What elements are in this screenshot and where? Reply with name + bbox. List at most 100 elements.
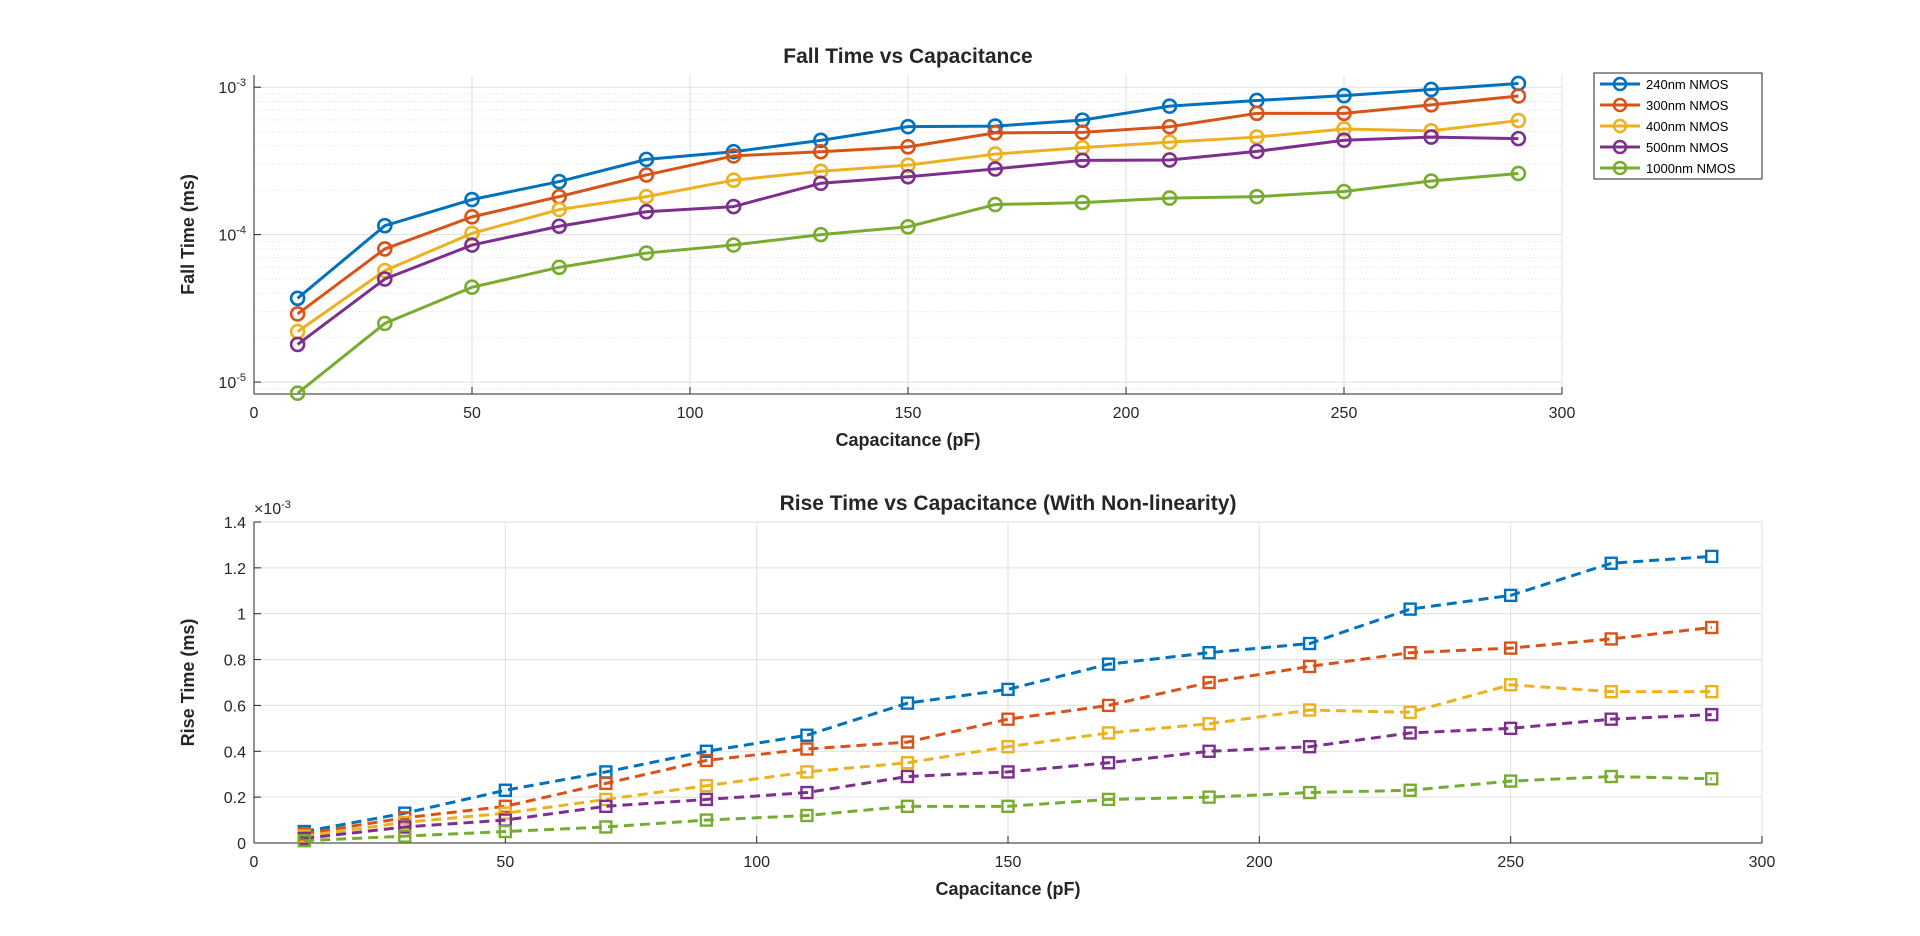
data-point (1249, 105, 1265, 122)
data-point (1423, 173, 1439, 189)
data-point (1101, 726, 1116, 740)
data-point (289, 290, 306, 307)
exponent-base: ×10 (254, 501, 281, 518)
x-tick-label: 0 (250, 854, 259, 871)
series-2 (289, 112, 1527, 340)
data-point (987, 146, 1004, 162)
legend-entry-label: 1000nm NMOS (1646, 161, 1736, 176)
data-point (1403, 602, 1417, 616)
y-tick-label: 10-3 (218, 77, 246, 97)
data-point (638, 245, 655, 261)
x-tick-label: 50 (496, 854, 514, 871)
x-tick-label: 300 (1549, 405, 1576, 422)
data-point (800, 728, 814, 742)
x-tick-label: 100 (677, 405, 704, 422)
data-point (551, 218, 568, 235)
data-point (1336, 121, 1352, 137)
data-point (1503, 588, 1518, 603)
x-tick-label: 50 (463, 405, 481, 422)
data-point (398, 829, 412, 843)
data-point (1101, 698, 1116, 713)
data-point (1302, 785, 1317, 800)
data-point (725, 198, 742, 215)
y-tick-base: 10 (218, 375, 236, 392)
data-point (900, 168, 916, 185)
data-point (599, 776, 613, 791)
data-point (1604, 684, 1618, 699)
data-point (987, 161, 1004, 177)
data-point (1001, 765, 1015, 779)
data-point (987, 125, 1004, 141)
y-axis-title: Fall Time (ms) (178, 174, 198, 295)
data-point (1705, 549, 1719, 564)
data-point (1202, 790, 1216, 804)
rise-time-chart: 0 50 100 150 200 250 300 0 0.2 0.4 0.6 0.8 1 1.2 1.4 ×1… (178, 492, 1775, 899)
data-point (1403, 783, 1417, 797)
data-point (551, 259, 568, 276)
data-point (1161, 152, 1178, 168)
data-point (1001, 799, 1015, 814)
data-point (1074, 194, 1091, 211)
x-tick-label: 250 (1331, 405, 1358, 422)
data-point (1705, 772, 1719, 786)
data-point (1202, 645, 1216, 660)
data-point (1423, 129, 1439, 145)
legend-entry-label: 300nm NMOS (1646, 98, 1729, 113)
data-point (1503, 678, 1518, 692)
data-point (900, 799, 915, 814)
data-point (699, 792, 714, 807)
y-tick-label: 0.2 (224, 790, 246, 807)
exponent-power: -3 (281, 499, 291, 511)
y-tick-label: 0 (237, 836, 246, 853)
series-4 (289, 165, 1527, 402)
legend-entry-label: 240nm NMOS (1646, 77, 1729, 92)
legend-entry-label: 500nm NMOS (1646, 140, 1729, 155)
data-point (725, 237, 742, 253)
data-point (289, 306, 306, 322)
data-point (812, 143, 829, 160)
legend-marker-sample (1612, 118, 1628, 134)
data-point (1423, 81, 1439, 98)
data-point (464, 209, 480, 225)
data-point (1101, 792, 1116, 807)
data-point (800, 742, 814, 756)
data-point (464, 279, 480, 296)
series-0 (289, 75, 1527, 307)
data-point (638, 151, 655, 168)
y-tick-label: 10-4 (218, 225, 246, 245)
data-point (638, 188, 655, 205)
data-point (900, 735, 915, 749)
data-point (1705, 684, 1719, 699)
data-point (699, 744, 714, 758)
legend-marker-sample (1612, 76, 1628, 92)
data-point (1336, 87, 1352, 104)
data-point (464, 225, 480, 242)
data-point (1001, 682, 1015, 697)
x-axis-title: Capacitance (pF) (935, 879, 1080, 899)
y-tick-base: 10 (218, 80, 236, 97)
chart-title: Rise Time vs Capacitance (With Non-linea… (780, 492, 1237, 515)
series-line (296, 135, 1519, 346)
y-tick-exponent: -5 (236, 372, 246, 384)
data-point (900, 696, 915, 710)
data-point (1161, 98, 1178, 114)
x-tick-label: 200 (1246, 854, 1273, 871)
data-point (1604, 712, 1618, 726)
data-point (498, 806, 513, 820)
data-point (1604, 556, 1618, 570)
series-line (296, 81, 1519, 300)
data-point (1074, 152, 1091, 169)
data-point (498, 824, 513, 839)
data-point (1604, 769, 1618, 784)
data-point (1503, 641, 1518, 655)
data-point (599, 792, 613, 807)
data-point (1705, 707, 1719, 722)
data-point (1101, 657, 1116, 671)
data-point (1503, 774, 1518, 788)
y-axis-exponent-label: ×10-3 (254, 499, 291, 518)
series-line (304, 775, 1712, 843)
data-point (464, 191, 480, 208)
data-point (376, 271, 393, 287)
data-point (1202, 744, 1216, 758)
data-point (800, 765, 814, 779)
